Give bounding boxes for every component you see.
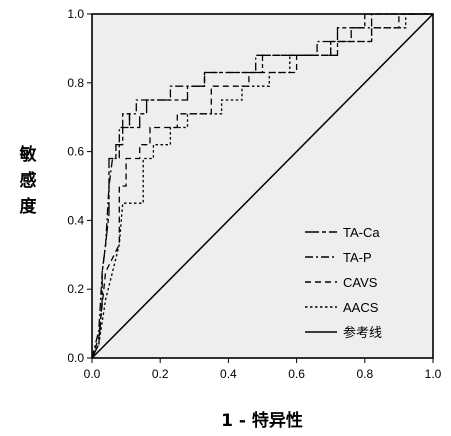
series-line-AACS <box>91 13 433 359</box>
y-tick-label: 0.6 <box>67 145 84 159</box>
y-axis-title-char-1: 敏 <box>19 144 37 165</box>
x-tick-label: 0.4 <box>220 367 237 381</box>
legend: TA-Ca TA-P CAVS AACS 参考线 <box>305 225 382 340</box>
y-axis-title-char-2: 感 <box>20 170 37 191</box>
series-line-参考线 <box>91 13 434 359</box>
y-tick-label: 1.0 <box>67 7 84 21</box>
legend-label-TA-P: TA-P <box>343 250 372 265</box>
legend-label-AACS: AACS <box>343 300 379 315</box>
y-axis-ticks: 0.0 0.2 0.4 0.6 0.8 1.0 <box>67 7 92 365</box>
legend-label-参考线: 参考线 <box>343 325 382 340</box>
x-axis-title: 1 - 特异性 <box>221 410 303 431</box>
x-tick-label: 1.0 <box>425 367 442 381</box>
x-tick-label: 0.6 <box>288 367 305 381</box>
x-tick-label: 0.8 <box>356 367 373 381</box>
x-axis-ticks: 0.0 0.2 0.4 0.6 0.8 1.0 <box>84 358 442 381</box>
x-tick-label: 0.2 <box>152 367 169 381</box>
y-tick-label: 0.0 <box>67 351 84 365</box>
y-tick-label: 0.4 <box>67 213 84 227</box>
y-tick-label: 0.8 <box>67 76 84 90</box>
y-axis-title: 敏 感 度 <box>19 144 38 217</box>
plot-frame <box>91 13 434 359</box>
y-axis-title-char-3: 度 <box>20 196 38 217</box>
y-tick-label: 0.2 <box>67 282 84 296</box>
legend-label-TA-Ca: TA-Ca <box>343 225 380 240</box>
legend-label-CAVS: CAVS <box>343 275 378 290</box>
series-layer <box>91 13 434 359</box>
x-tick-label: 0.0 <box>84 367 101 381</box>
